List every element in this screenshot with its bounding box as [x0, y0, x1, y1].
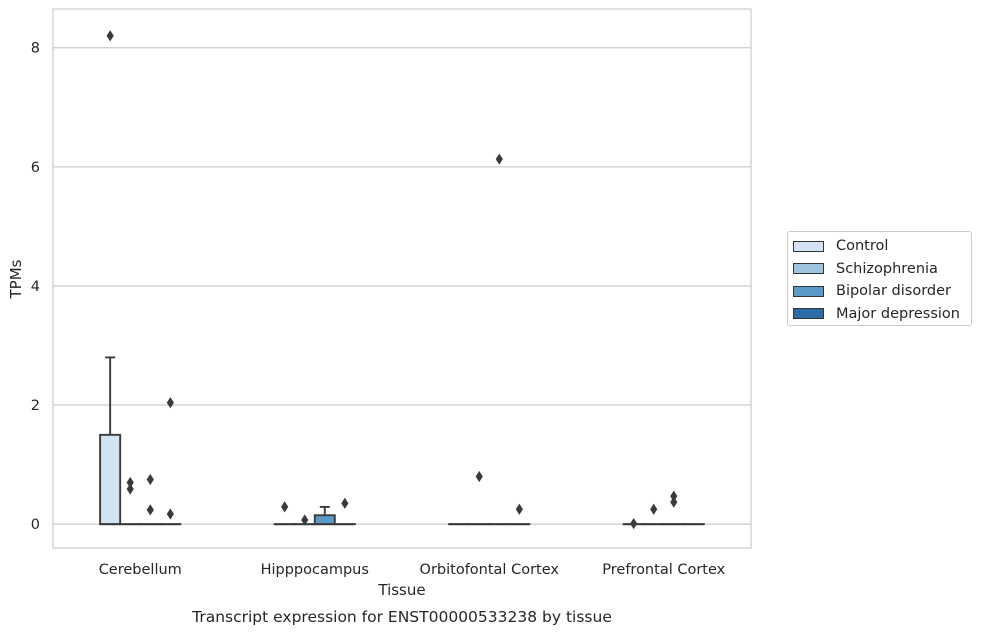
y-tick-label-0: 0 — [31, 517, 40, 533]
grid-lines — [53, 47, 751, 525]
outlier-point-prefrontal-cortex-bipolar-disorder-0 — [670, 490, 678, 502]
outlier-point-prefrontal-cortex-schizophrenia-0 — [650, 503, 658, 515]
plot-frame — [52, 8, 752, 549]
legend-item-schizophrenia: Schizophrenia — [788, 258, 971, 281]
outlier-point-hipppocampus-major-depression-0 — [341, 497, 349, 509]
legend-label-control: Control — [836, 238, 889, 255]
box-group-prefrontal-cortex-control — [622, 517, 645, 530]
legend-swatch-control — [793, 240, 824, 252]
legend-item-bipolar-disorder: Bipolar disorder — [788, 280, 971, 303]
outlier-point-orbitofontal-cortex-bipolar-disorder-0 — [495, 153, 503, 165]
outlier-point-prefrontal-cortex-control-0 — [630, 517, 638, 530]
box-group-prefrontal-cortex-bipolar-disorder — [662, 490, 685, 526]
outlier-point-hipppocampus-schizophrenia-0 — [301, 514, 309, 526]
outlier-point-cerebellum-schizophrenia-1 — [126, 483, 134, 495]
box-group-hipppocampus-control — [273, 501, 296, 526]
box-group-orbitofontal-cortex-schizophrenia — [468, 470, 491, 526]
outlier-point-prefrontal-cortex-bipolar-disorder-1 — [670, 496, 678, 508]
legend-swatch-bipolar-disorder — [793, 285, 824, 297]
outlier-point-cerebellum-major-depression-0 — [166, 397, 174, 409]
box-group-cerebellum-schizophrenia — [119, 476, 142, 526]
outlier-point-orbitofontal-cortex-schizophrenia-0 — [475, 470, 483, 483]
x-axis-label: Tissue — [377, 581, 425, 599]
outlier-point-hipppocampus-control-0 — [281, 501, 289, 513]
outlier-point-cerebellum-schizophrenia-0 — [126, 476, 134, 489]
y-tick-label-8: 8 — [31, 41, 40, 57]
x-tick-label-hipppocampus: Hipppocampus — [261, 562, 369, 578]
chart-title: Transcript expression for ENST0000053323… — [191, 608, 612, 626]
box-group-cerebellum-control — [99, 30, 122, 526]
legend-label-bipolar-disorder: Bipolar disorder — [836, 283, 951, 300]
x-tick-label-prefrontal-cortex: Prefrontal Cortex — [602, 562, 725, 578]
legend-label-major-depression: Major depression — [836, 305, 960, 322]
box-group-orbitofontal-cortex-bipolar-disorder — [488, 153, 511, 526]
y-tick-labels: 0 2 4 6 8 — [31, 41, 40, 533]
box-group-hipppocampus-major-depression — [333, 497, 356, 526]
box-group-hipppocampus-schizophrenia — [293, 514, 316, 526]
x-tick-label-orbitofontal-cortex: Orbitofontal Cortex — [420, 562, 560, 578]
legend-swatch-major-depression — [793, 308, 824, 320]
x-tick-label-cerebellum: Cerebellum — [99, 562, 182, 578]
outlier-point-cerebellum-control-0 — [106, 30, 114, 42]
box-plot-marks — [99, 30, 705, 530]
outlier-point-cerebellum-bipolar-disorder-1 — [146, 504, 154, 516]
x-tick-labels: Cerebellum Hipppocampus Orbitofontal Corte… — [99, 562, 726, 578]
y-tick-label-6: 6 — [31, 160, 40, 176]
box-group-cerebellum-bipolar-disorder — [139, 473, 162, 526]
chart-legend: Control Schizophrenia Bipolar disorder M… — [787, 231, 972, 326]
legend-item-control: Control — [788, 235, 971, 258]
legend-item-major-depression: Major depression — [788, 303, 971, 326]
y-tick-label-4: 4 — [31, 279, 40, 295]
outlier-point-cerebellum-major-depression-1 — [166, 508, 174, 520]
box-cerebellum-control — [99, 433, 122, 526]
y-tick-label-2: 2 — [31, 398, 40, 414]
y-axis-label: TPMs — [7, 259, 25, 299]
box-group-prefrontal-cortex-schizophrenia — [642, 503, 665, 526]
box-group-cerebellum-major-depression — [159, 397, 182, 526]
box-group-orbitofontal-cortex-major-depression — [508, 503, 531, 526]
outlier-point-cerebellum-bipolar-disorder-0 — [146, 473, 154, 486]
legend-label-schizophrenia: Schizophrenia — [836, 260, 938, 277]
box-hipppocampus-bipolar-disorder — [313, 514, 336, 526]
legend-swatch-schizophrenia — [793, 263, 824, 275]
outlier-point-orbitofontal-cortex-major-depression-0 — [515, 503, 523, 515]
box-group-hipppocampus-bipolar-disorder — [313, 505, 336, 526]
